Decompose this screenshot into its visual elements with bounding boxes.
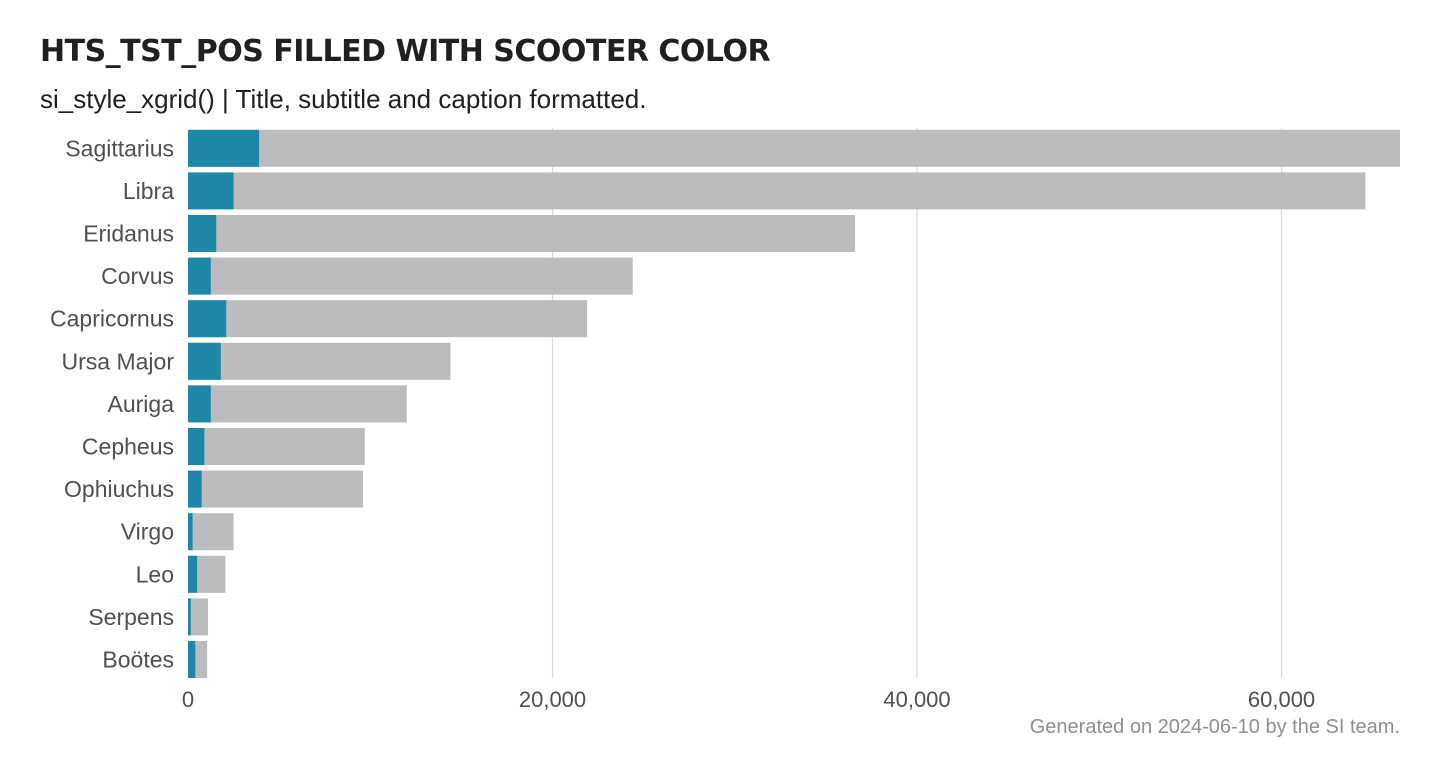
bar-total [188, 598, 209, 636]
category-label: Auriga [108, 391, 175, 417]
bar-positive [188, 555, 198, 593]
x-tick-label: 40,000 [883, 687, 950, 712]
bar-positive [188, 215, 217, 252]
bar-total [188, 513, 234, 551]
bar-positive [188, 300, 227, 338]
category-label: Cepheus [82, 434, 174, 460]
bar-total [188, 428, 365, 465]
category-label: Ophiuchus [64, 476, 174, 502]
category-label: Capricornus [50, 306, 174, 332]
bar-positive [188, 598, 191, 636]
category-label: Corvus [101, 263, 174, 289]
bar-positive [188, 385, 211, 423]
bar-total [188, 129, 1400, 167]
x-tick-label: 20,000 [519, 687, 586, 712]
category-label: Sagittarius [65, 135, 174, 161]
x-tick-label: 0 [182, 687, 194, 712]
bar-total [188, 470, 363, 508]
bar-positive [188, 470, 202, 508]
bar-positive [188, 257, 211, 295]
bar-total [188, 300, 588, 338]
bar-positive [188, 342, 221, 380]
bar-positive [188, 428, 205, 465]
bar-total [188, 257, 633, 295]
x-tick-label: 60,000 [1248, 687, 1315, 712]
chart-subtitle: si_style_xgrid() | Title, subtitle and c… [40, 84, 647, 114]
category-label: Ursa Major [62, 348, 175, 374]
bar-positive [188, 129, 260, 167]
category-label: Serpens [88, 604, 174, 630]
category-label: Virgo [121, 519, 174, 545]
category-label: Leo [136, 561, 174, 587]
bar-total [188, 215, 856, 252]
bar-positive [188, 641, 196, 678]
category-label: Eridanus [83, 221, 174, 247]
bar-total [188, 342, 451, 380]
category-label: Boötes [102, 647, 174, 673]
bar-total [188, 385, 407, 423]
bar-positive [188, 172, 234, 210]
chart-caption: Generated on 2024-06-10 by the SI team. [1029, 716, 1400, 738]
bar-total [188, 172, 1366, 210]
bar-positive [188, 513, 193, 551]
category-label: Libra [123, 178, 174, 204]
chart-title: HTS_TST_POS FILLED WITH SCOOTER COLOR [40, 34, 771, 69]
